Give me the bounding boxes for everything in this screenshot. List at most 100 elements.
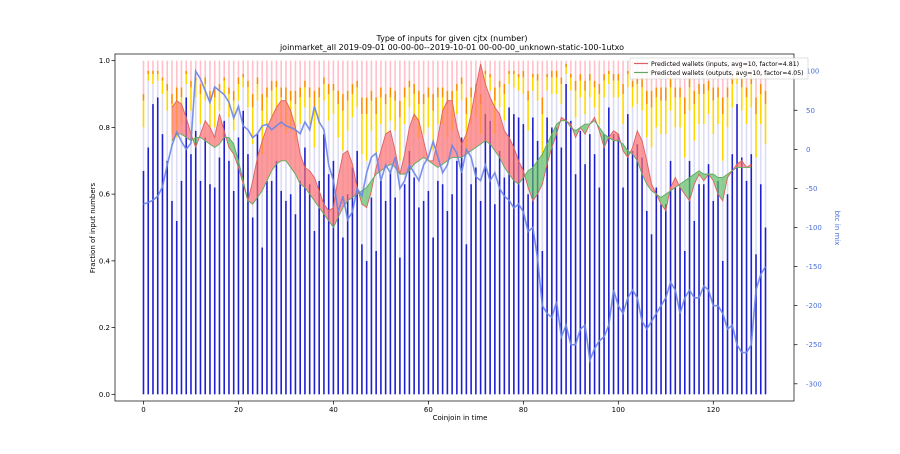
- bar-pink-84: [541, 60, 544, 98]
- bar-yellow-10: [190, 87, 192, 111]
- bar-lavender-4: [161, 94, 164, 135]
- bar-yellow-117: [698, 94, 700, 125]
- bar-orange-3: [156, 70, 159, 75]
- bar-yellow-86: [551, 77, 553, 95]
- fill-between-51-0: [385, 130, 391, 168]
- bar-lavender-17: [223, 94, 226, 121]
- bar-yellow-69: [470, 97, 472, 125]
- bar-pink-75: [498, 60, 501, 81]
- bar-orange-29: [280, 87, 282, 98]
- bar-blue-92: [579, 130, 582, 395]
- y2-tick-label-100: 100: [806, 68, 819, 76]
- bar-blue-66: [456, 160, 458, 395]
- bar-blue-11: [194, 130, 197, 395]
- fill-between-47-0: [366, 180, 372, 208]
- bar-yellow-129: [755, 114, 757, 158]
- bar-pink-22: [247, 60, 249, 81]
- bar-pink-9: [185, 60, 188, 71]
- bar-pink-23: [251, 60, 254, 95]
- bar-blue-63: [441, 184, 444, 395]
- bar-blue-65: [451, 194, 453, 395]
- y2-tick-label-0: 0: [806, 146, 810, 154]
- bar-pink-0: [142, 60, 145, 95]
- bar-orange-97: [603, 74, 605, 81]
- bar-orange-42: [342, 94, 344, 111]
- bar-blue-21: [242, 110, 245, 395]
- bar-lavender-24: [256, 100, 259, 135]
- bar-blue-19: [232, 190, 235, 395]
- bar-lavender-61: [432, 150, 434, 238]
- bar-yellow-123: [726, 97, 729, 128]
- bar-yellow-84: [541, 114, 544, 158]
- bar-yellow-85: [546, 77, 548, 91]
- bar-pink-96: [598, 60, 601, 85]
- bar-lavender-82: [532, 90, 534, 118]
- fill-between-28-0: [276, 100, 282, 165]
- bar-blue-125: [736, 104, 738, 395]
- bar-orange-68: [465, 97, 468, 115]
- bar-orange-31: [289, 90, 292, 101]
- fill-between-74-0: [494, 107, 500, 158]
- bar-lavender-112: [674, 127, 677, 188]
- lines-layer: [143, 63, 767, 364]
- bar-blue-43: [346, 194, 349, 395]
- fill-between-30-0: [285, 100, 291, 168]
- fill-between-82-0: [532, 160, 538, 201]
- bar-pink-44: [351, 60, 354, 85]
- bar-lavender-19: [232, 130, 235, 191]
- bars-layer: [142, 60, 767, 395]
- bar-yellow-56: [408, 87, 411, 108]
- bar-blue-51: [384, 200, 387, 395]
- bar-yellow-81: [527, 100, 529, 131]
- bar-orange-95: [593, 80, 596, 88]
- fill-between-83-0: [537, 154, 543, 195]
- line-series-0: [171, 63, 752, 212]
- bar-blue-55: [403, 184, 406, 395]
- bar-yellow-35: [308, 97, 311, 125]
- bar-lavender-80: [522, 94, 525, 125]
- bar-yellow-113: [679, 97, 681, 128]
- bar-orange-91: [574, 80, 577, 91]
- bar-orange-88: [560, 77, 563, 85]
- bar-yellow-67: [460, 84, 463, 101]
- x-tick-label-120: 120: [707, 406, 720, 414]
- bar-lavender-71: [479, 134, 482, 201]
- bar-blue-69: [470, 184, 472, 395]
- bar-yellow-2: [152, 74, 154, 85]
- y-tick-label-1: 1.0: [99, 57, 110, 65]
- bar-blue-3: [156, 97, 159, 395]
- bar-orange-81: [527, 90, 529, 101]
- bar-blue-40: [332, 160, 335, 395]
- legend-box: [629, 57, 809, 80]
- bar-lavender-105: [641, 110, 643, 158]
- bar-orange-40: [332, 84, 335, 91]
- bar-pink-101: [622, 60, 624, 85]
- bar-blue-57: [413, 177, 415, 395]
- bar-pink-68: [465, 60, 468, 98]
- bar-lavender-47: [365, 160, 368, 261]
- bar-orange-96: [598, 84, 601, 95]
- bar-pink-15: [213, 60, 216, 88]
- bar-orange-99: [612, 74, 615, 81]
- bar-orange-20: [237, 77, 240, 85]
- bar-blue-23: [251, 217, 254, 395]
- bar-yellow-47: [365, 114, 368, 161]
- bar-lavender-130: [759, 124, 762, 185]
- bar-pink-16: [218, 60, 221, 85]
- bar-yellow-108: [655, 97, 658, 128]
- bar-pink-24: [256, 60, 259, 78]
- bar-lavender-34: [304, 107, 306, 148]
- bar-blue-30: [285, 200, 287, 395]
- fill-between-70-0: [475, 64, 481, 148]
- bar-blue-35: [308, 184, 311, 395]
- fill-between-19-0: [233, 144, 239, 168]
- bar-blue-107: [650, 234, 653, 395]
- bar-yellow-114: [683, 114, 686, 158]
- bar-blue-12: [199, 180, 202, 395]
- fill-between-36-0: [314, 177, 320, 208]
- bar-lavender-49: [375, 157, 377, 251]
- bar-yellow-87: [555, 77, 558, 95]
- bar-pink-99: [612, 60, 615, 75]
- y2-tick-label--250: -250: [806, 341, 822, 349]
- bar-yellow-37: [318, 97, 320, 125]
